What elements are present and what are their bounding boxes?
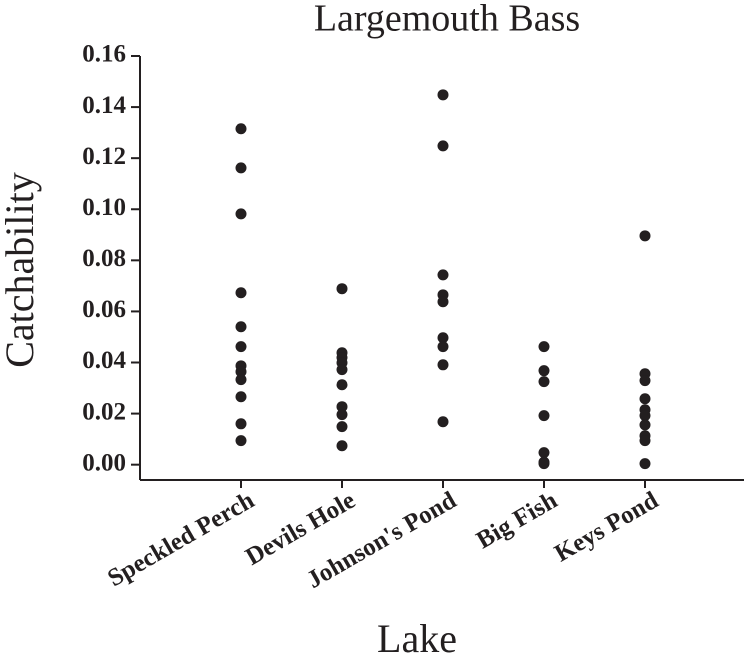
point [639, 410, 651, 422]
point [235, 374, 247, 386]
y-tick-label: 0.16 [82, 41, 126, 68]
point [336, 364, 348, 376]
point [235, 162, 247, 174]
x-tick-label: Speckled Perch [103, 487, 259, 592]
x-tick-label: Big Fish [472, 487, 562, 555]
point [437, 416, 449, 428]
point [336, 409, 348, 421]
point [538, 365, 550, 377]
point [235, 418, 247, 430]
point [336, 283, 348, 295]
y-tick-label: 0.12 [82, 143, 126, 170]
point [235, 435, 247, 447]
point [437, 89, 449, 101]
point [235, 123, 247, 135]
point [437, 341, 449, 353]
y-tick-label: 0.10 [82, 194, 126, 221]
point [235, 321, 247, 333]
y-tick-label: 0.04 [82, 347, 126, 374]
point [538, 410, 550, 422]
y-tick-label: 0.08 [82, 245, 126, 272]
x-axis-title: Lake [377, 616, 457, 661]
point [538, 458, 550, 470]
y-tick-label: 0.00 [82, 449, 126, 476]
point [639, 419, 651, 431]
point [235, 366, 247, 378]
y-tick-label: 0.02 [82, 398, 126, 425]
y-tick-label: 0.14 [82, 92, 126, 119]
point [639, 458, 651, 470]
point [437, 332, 449, 344]
point [639, 230, 651, 242]
point [235, 208, 247, 220]
chart-title: Largemouth Bass [314, 0, 580, 40]
point [639, 375, 651, 387]
point [336, 440, 348, 452]
point [336, 421, 348, 433]
point [437, 359, 449, 371]
point [235, 341, 247, 353]
point [639, 435, 651, 447]
point [639, 393, 651, 405]
point [336, 379, 348, 391]
point [437, 140, 449, 152]
point [235, 287, 247, 299]
y-axis-title: Catchability [0, 172, 42, 368]
point [538, 376, 550, 388]
point [336, 401, 348, 413]
point [538, 447, 550, 459]
x-tick-label: Keys Pond [550, 487, 663, 568]
point [538, 341, 550, 353]
point [437, 296, 449, 308]
point [235, 391, 247, 403]
point [437, 269, 449, 281]
y-tick-label: 0.06 [82, 296, 126, 323]
